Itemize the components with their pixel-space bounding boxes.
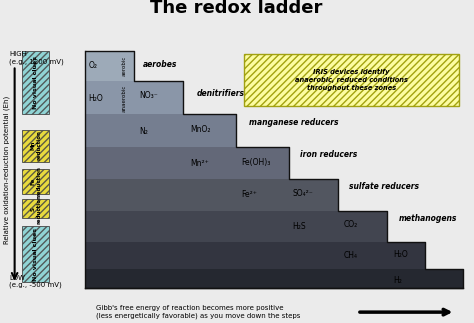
Bar	[85, 147, 289, 179]
Bar	[22, 200, 49, 218]
Bar	[85, 269, 463, 288]
Text: sulfate reducers: sulfate reducers	[349, 182, 419, 192]
Text: aerobes: aerobes	[143, 60, 178, 69]
Bar	[244, 54, 459, 106]
Text: HIGH
(e.g., 1200 mV): HIGH (e.g., 1200 mV)	[9, 51, 64, 65]
Text: LOW
(e.g., -500 mV): LOW (e.g., -500 mV)	[9, 275, 62, 288]
Text: H₂O: H₂O	[393, 250, 408, 259]
Text: Relative oxidation-reduction potential (Eh): Relative oxidation-reduction potential (…	[4, 96, 10, 244]
Text: Fe²⁺: Fe²⁺	[242, 190, 257, 199]
Text: H₂O: H₂O	[89, 94, 103, 103]
Bar	[22, 130, 49, 162]
Text: Fe(OH)₃: Fe(OH)₃	[242, 158, 271, 167]
Text: O₂: O₂	[89, 61, 97, 70]
Text: SO₄²⁻: SO₄²⁻	[293, 189, 313, 198]
Bar	[85, 211, 387, 242]
Text: CO₂: CO₂	[344, 220, 358, 229]
Text: iron reducers: iron reducers	[300, 151, 357, 159]
Text: methanogens: methanogens	[399, 214, 457, 223]
Bar	[85, 51, 134, 81]
Bar	[85, 242, 425, 269]
Bar	[85, 81, 183, 114]
Text: denitrifiers: denitrifiers	[196, 89, 244, 99]
Text: IRIS devices identify
anaerobic, reduced conditions
throughout these zones: IRIS devices identify anaerobic, reduced…	[295, 68, 408, 91]
Text: anaerobic: anaerobic	[122, 85, 127, 112]
Text: Fe
reduction: Fe reduction	[30, 166, 41, 196]
Text: N₂: N₂	[139, 127, 148, 136]
Bar	[22, 169, 49, 193]
Text: H₂S: H₂S	[293, 222, 306, 231]
Text: manganese reducers: manganese reducers	[249, 118, 339, 127]
Bar	[22, 225, 49, 283]
Text: Gibb's free energy of reaction becomes more positive
(less energetically favorab: Gibb's free energy of reaction becomes m…	[96, 305, 301, 318]
Text: Mn
reduction: Mn reduction	[30, 130, 41, 161]
Bar	[22, 51, 49, 114]
Text: CH₄: CH₄	[344, 251, 358, 260]
Text: S
reduction: S reduction	[30, 194, 41, 224]
Text: Mn²⁺: Mn²⁺	[191, 160, 210, 168]
Text: The redox ladder: The redox ladder	[150, 0, 322, 16]
Bar	[85, 179, 338, 211]
Text: MnO₂: MnO₂	[191, 125, 211, 134]
Bar	[85, 114, 236, 147]
Text: NO₃⁻: NO₃⁻	[139, 91, 158, 99]
Text: aerobic: aerobic	[122, 55, 127, 76]
Text: No visual clues: No visual clues	[33, 227, 38, 280]
Text: No visual clues: No visual clues	[33, 56, 38, 109]
Text: H₂: H₂	[393, 276, 402, 285]
